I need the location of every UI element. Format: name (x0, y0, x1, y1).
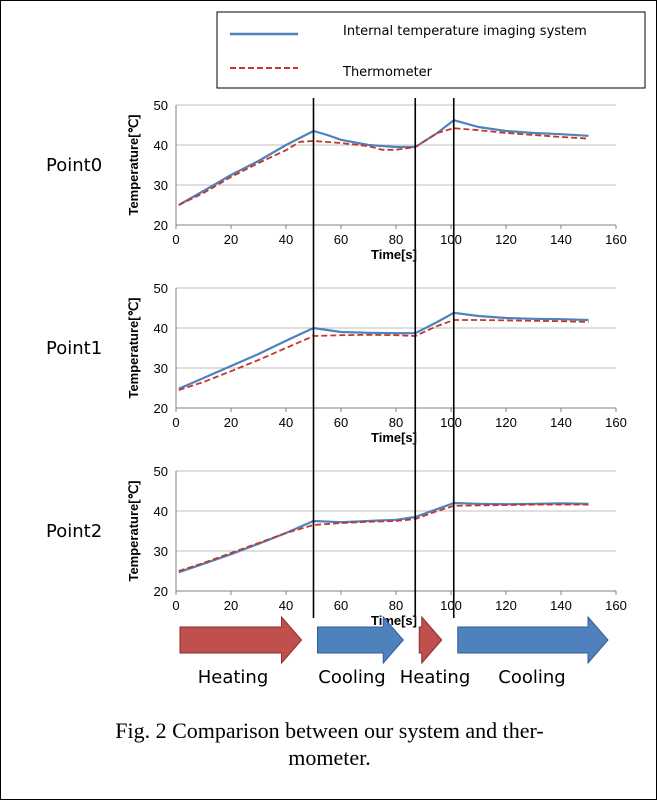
x-axis-label: Time[s] (371, 247, 417, 262)
x-tick-label: 60 (334, 415, 348, 430)
x-tick-label: 80 (389, 232, 403, 247)
y-tick-label: 30 (154, 178, 168, 193)
y-tick-label: 40 (154, 138, 168, 153)
chart-0: 20 30 40 50 0 20 40 60 80 100 120 140 160 Time[s] Temp… (46, 98, 627, 262)
y-tick-label: 20 (154, 584, 168, 599)
charts: 20 30 40 50 0 20 40 60 80 100 120 140 160 Time[s] Temp… (46, 98, 627, 628)
x-tick-label: 100 (440, 232, 462, 247)
series-line-thermometer (179, 320, 589, 390)
x-tick-label: 0 (172, 598, 179, 613)
x-tick-label: 0 (172, 232, 179, 247)
y-tick-label: 40 (154, 321, 168, 336)
series-line-thermometer (179, 128, 589, 205)
x-axis-label: Time[s] (371, 430, 417, 445)
phase-arrow-icon (419, 617, 442, 663)
x-tick-label: 20 (224, 598, 238, 613)
legend: Internal temperature imaging system Ther… (217, 12, 645, 88)
x-axis-label: Time[s] (371, 613, 417, 628)
series-line-imaging (179, 120, 589, 205)
x-tick-label: 140 (550, 415, 572, 430)
x-tick-label: 20 (224, 232, 238, 247)
caption-line-2: mometer. (0, 744, 659, 771)
row-label: Point2 (46, 521, 102, 542)
y-axis-label: Temperature[℃] (126, 297, 141, 398)
y-tick-label: 20 (154, 401, 168, 416)
row-label: Point0 (46, 155, 102, 176)
series-line-thermometer (179, 505, 589, 571)
legend-label-imaging: Internal temperature imaging system (343, 24, 587, 39)
phase-markers (314, 98, 454, 618)
y-axis-label: Temperature[℃] (126, 480, 141, 581)
x-tick-label: 160 (605, 232, 627, 247)
legend-label-thermometer: Thermometer (342, 65, 433, 80)
phase-label: Heating (198, 667, 269, 688)
x-tick-label: 20 (224, 415, 238, 430)
phase-label: Cooling (318, 667, 385, 688)
x-tick-label: 140 (550, 232, 572, 247)
y-tick-label: 30 (154, 544, 168, 559)
x-tick-label: 120 (495, 232, 517, 247)
x-tick-label: 0 (172, 415, 179, 430)
series-line-imaging (179, 503, 589, 572)
row-label: Point1 (46, 338, 102, 359)
x-tick-label: 120 (495, 415, 517, 430)
y-tick-label: 50 (154, 281, 168, 296)
phase-label: Cooling (498, 667, 565, 688)
x-tick-label: 60 (334, 232, 348, 247)
phase-arrow-icon (180, 617, 302, 663)
x-tick-label: 100 (440, 415, 462, 430)
x-tick-label: 40 (279, 415, 293, 430)
y-axis-label: Temperature[℃] (126, 114, 141, 215)
y-tick-label: 50 (154, 98, 168, 113)
phase-arrow-icon (458, 617, 608, 663)
caption-line-1: Fig. 2 Comparison between our system and… (0, 717, 659, 744)
x-tick-label: 160 (605, 598, 627, 613)
figure-canvas: Internal temperature imaging system Ther… (0, 0, 659, 715)
phase-label: Heating (400, 667, 471, 688)
x-tick-label: 60 (334, 598, 348, 613)
y-tick-label: 20 (154, 218, 168, 233)
y-tick-label: 30 (154, 361, 168, 376)
x-tick-label: 80 (389, 415, 403, 430)
chart-2: 20 30 40 50 0 20 40 60 80 100 120 140 160 Time[s] Temp… (46, 464, 627, 628)
series-line-imaging (179, 313, 589, 389)
y-tick-label: 40 (154, 504, 168, 519)
x-tick-label: 160 (605, 415, 627, 430)
x-tick-label: 140 (550, 598, 572, 613)
x-tick-label: 80 (389, 598, 403, 613)
figure-caption: Fig. 2 Comparison between our system and… (0, 717, 659, 771)
x-tick-label: 120 (495, 598, 517, 613)
x-tick-label: 100 (440, 598, 462, 613)
y-tick-label: 50 (154, 464, 168, 479)
x-tick-label: 40 (279, 598, 293, 613)
x-tick-label: 40 (279, 232, 293, 247)
chart-1: 20 30 40 50 0 20 40 60 80 100 120 140 160 Time[s] Temp… (46, 281, 627, 445)
